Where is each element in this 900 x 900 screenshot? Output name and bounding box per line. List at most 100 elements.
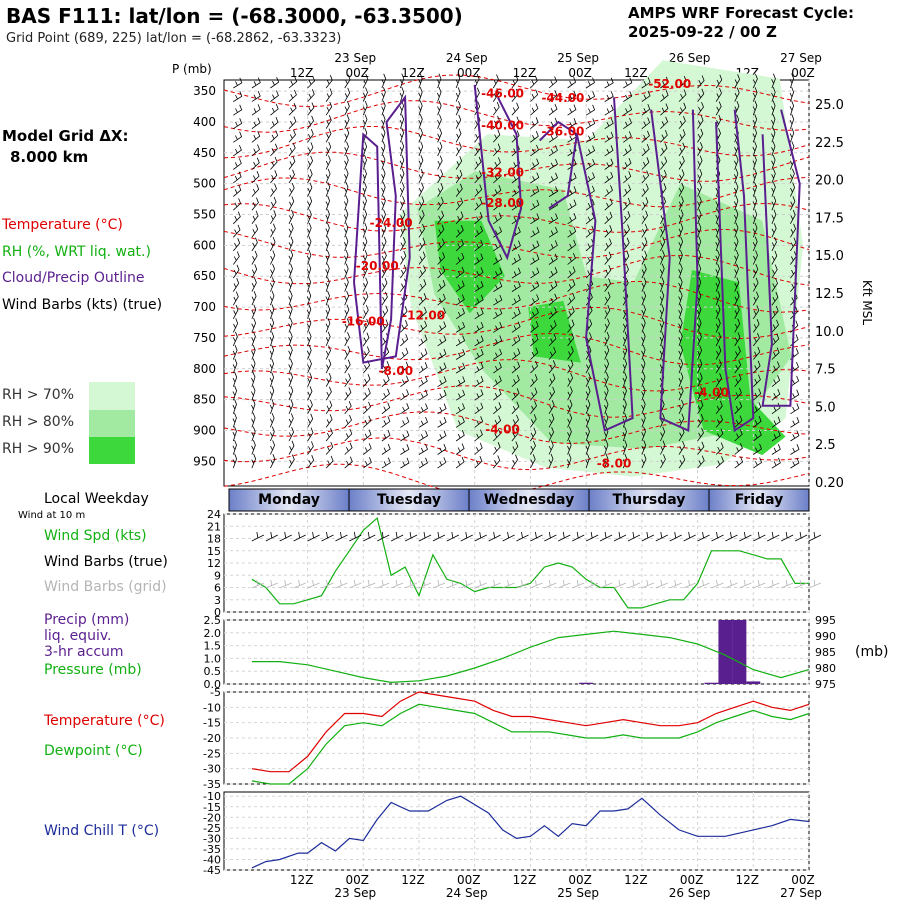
wind-barb xyxy=(251,117,261,130)
wind-barb xyxy=(437,443,447,455)
true-wind-barb xyxy=(404,531,418,542)
wind-barb xyxy=(697,372,703,387)
wind-barb xyxy=(418,265,426,279)
wind-barb xyxy=(548,267,558,279)
wind-barb xyxy=(474,416,484,428)
wind-barb xyxy=(455,183,463,197)
wind-barb xyxy=(288,142,296,157)
height-tick-label: 0.20 xyxy=(815,476,844,491)
wind-barb xyxy=(288,344,293,360)
wind-barb xyxy=(455,443,465,455)
true-wind-barb xyxy=(572,531,585,542)
wind-barb xyxy=(344,442,353,455)
true-wind-barb xyxy=(530,531,543,542)
wind-barb xyxy=(771,457,781,469)
wind-barb xyxy=(474,402,484,415)
wind-barb xyxy=(418,73,423,89)
wind-barb xyxy=(752,263,759,279)
pressure-tick-label: 350 xyxy=(193,84,216,98)
wind-barb xyxy=(734,154,739,170)
wind-barb xyxy=(641,77,651,89)
wind-barb xyxy=(567,386,573,401)
grid-wind-barb xyxy=(697,579,710,589)
wind-barb xyxy=(418,457,428,469)
grid-wind-barb xyxy=(530,579,543,589)
wind-barb xyxy=(381,222,387,238)
wind-barb xyxy=(251,440,256,455)
pressure-tick-label: 600 xyxy=(193,238,216,252)
wind-barb xyxy=(307,209,312,224)
wind-barb xyxy=(697,386,703,401)
wind-barb xyxy=(603,426,609,442)
wind-barb xyxy=(771,375,781,388)
wind-barb xyxy=(344,304,350,319)
true-wind-barb xyxy=(335,531,348,542)
wind-barb xyxy=(492,88,500,102)
wind-barb xyxy=(733,181,739,197)
height-tick-label: 12.5 xyxy=(815,287,844,302)
cloud-outline xyxy=(650,109,699,432)
wind-barb xyxy=(455,403,465,415)
wind-barb xyxy=(362,100,368,116)
true-wind-barb xyxy=(725,531,738,542)
wind-barb xyxy=(437,348,447,360)
weekday-wednesday: Wednesday xyxy=(483,492,575,508)
temp-tick-label: -30 xyxy=(203,763,221,776)
wind-barb xyxy=(548,145,558,157)
wind-barb xyxy=(400,195,405,211)
wind-barb xyxy=(511,401,520,415)
grid-wind-barb xyxy=(627,579,641,589)
wind-barb xyxy=(474,225,483,238)
wind-barb xyxy=(363,457,372,469)
legend-rh80: RH > 80% xyxy=(2,414,75,430)
wind-barb xyxy=(511,88,519,102)
wind-barb xyxy=(641,250,648,265)
grid-wind-barb xyxy=(474,579,487,589)
wind-barb xyxy=(437,457,447,469)
wind-barb xyxy=(288,209,294,224)
wind-barb xyxy=(493,157,501,170)
wind-barb xyxy=(622,211,631,225)
wind-barb xyxy=(771,236,777,252)
wind-barb xyxy=(381,236,387,252)
wind-barb xyxy=(493,388,502,401)
wind-barb xyxy=(548,386,556,401)
wind-barb xyxy=(418,334,428,347)
wind-barb xyxy=(715,88,722,102)
wind-tick-label: 12 xyxy=(207,557,221,570)
temperature-label: -4.00 xyxy=(694,386,729,400)
wind-barb xyxy=(362,87,368,102)
wind-barb xyxy=(752,305,760,320)
true-wind-barb xyxy=(251,531,265,542)
wind-barb xyxy=(418,403,428,415)
dewpoint-line xyxy=(251,703,810,785)
grid-wind-barb xyxy=(516,579,529,589)
wind-barb xyxy=(455,280,465,292)
wind-barb xyxy=(251,412,256,428)
wind-barb xyxy=(400,250,407,265)
wind-barb xyxy=(232,331,238,347)
wind-barb xyxy=(269,358,275,374)
wind-barb xyxy=(771,209,777,224)
wind-barb xyxy=(381,168,386,184)
wind-barb xyxy=(530,440,536,455)
wind-barb xyxy=(418,196,425,211)
wind-barb xyxy=(307,222,312,238)
wind-barb xyxy=(771,73,776,89)
wind-barb xyxy=(251,453,257,469)
wind-barb xyxy=(232,318,239,333)
wind-barb xyxy=(325,400,333,415)
grid-wind-barb xyxy=(669,579,682,589)
wind-barb xyxy=(437,128,443,143)
wind-barb xyxy=(270,250,276,265)
wind-barb xyxy=(418,210,425,225)
wind-barb xyxy=(307,155,314,170)
wind-barb xyxy=(659,277,665,292)
wind-barb xyxy=(418,279,427,292)
wind-barb xyxy=(622,453,628,469)
wind-barb xyxy=(381,457,391,469)
wind-barb xyxy=(344,114,350,129)
wind-barb xyxy=(381,416,391,428)
wind-barb xyxy=(437,335,447,347)
wind-barb xyxy=(511,116,520,129)
